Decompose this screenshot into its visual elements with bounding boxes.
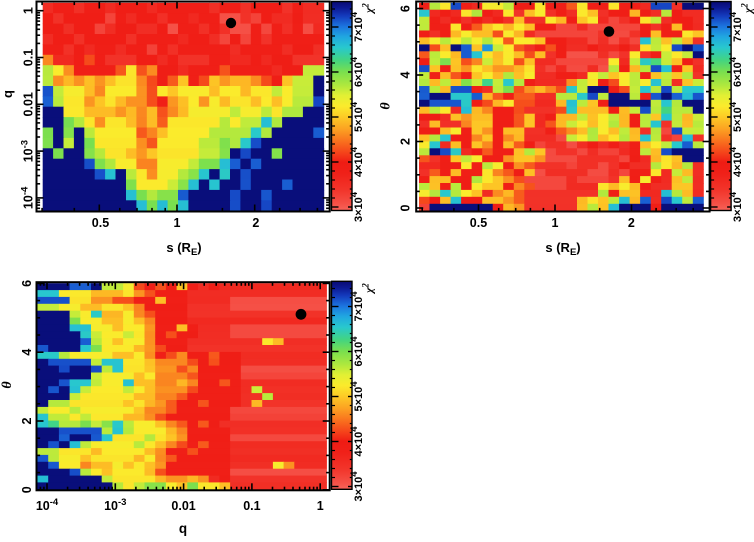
svg-text:2: 2 [252,216,259,230]
svg-text:2: 2 [628,216,635,230]
svg-text:0.01: 0.01 [22,92,36,116]
svg-text:1: 1 [552,216,559,230]
svg-text:4: 4 [20,349,34,356]
svg-text:q: q [179,521,187,536]
svg-text:1: 1 [317,499,324,513]
svg-text:0.1: 0.1 [243,499,260,513]
svg-text:θ: θ [0,381,15,389]
svg-text:4: 4 [399,71,413,78]
svg-text:0.5: 0.5 [470,216,487,230]
svg-text:0: 0 [399,204,413,211]
svg-text:0.01: 0.01 [171,499,195,513]
svg-text:θ: θ [379,102,394,110]
svg-text:0.1: 0.1 [22,49,36,66]
svg-text:q: q [0,90,15,98]
svg-text:2: 2 [399,138,413,145]
svg-text:6: 6 [20,280,34,287]
svg-text:0.5: 0.5 [92,216,109,230]
svg-text:6: 6 [399,5,413,12]
svg-text:2: 2 [20,417,34,424]
svg-text:1: 1 [174,216,181,230]
svg-text:1: 1 [22,7,36,14]
svg-text:0: 0 [20,486,34,493]
